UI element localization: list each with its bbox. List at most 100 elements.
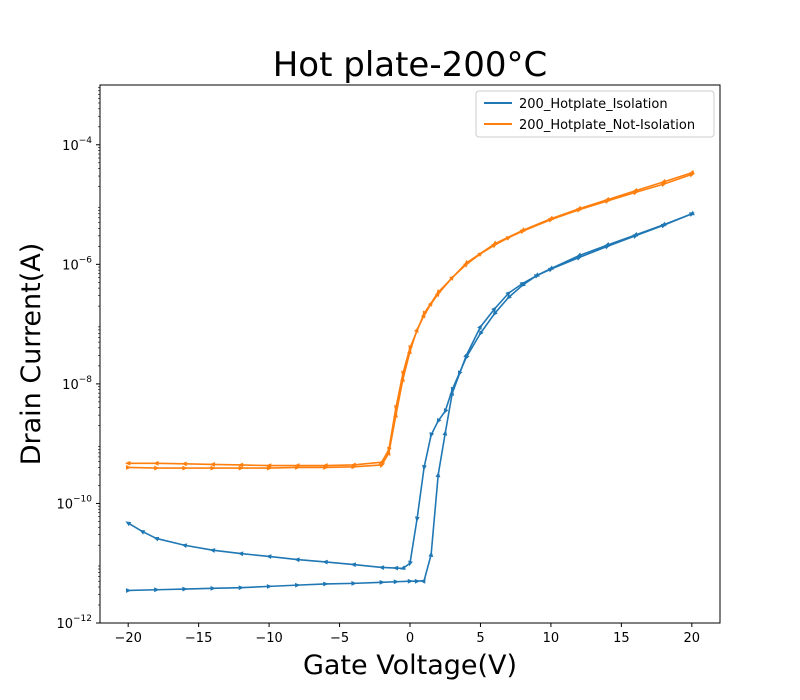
data-point [294,557,300,563]
data-point [505,290,512,297]
data-point [660,182,667,188]
chart-title: Hot plate-200°C [273,45,548,85]
data-point [237,551,244,557]
data-point [604,196,611,202]
data-point [323,581,329,587]
data-point [125,588,132,593]
data-point [422,464,427,471]
y-tick-label: 10−10 [56,494,92,512]
data-point [401,370,406,377]
data-point [414,578,421,584]
data-point [506,294,512,300]
data-point [181,543,188,549]
legend: 200_Hotplate_Isolation 200_Hotplate_Not-… [475,90,715,138]
data-point [548,265,554,270]
data-point [442,429,448,436]
data-point [435,471,441,478]
data-point [688,210,695,216]
series-layer [124,169,695,593]
data-point [238,465,245,471]
data-point [139,529,146,535]
x-tick-label: −20 [114,631,141,646]
data-point [491,306,497,313]
data-point [408,560,413,567]
data-point [660,178,667,184]
data-point [428,551,434,557]
legend-box [475,90,715,138]
x-axis-label: Gate Voltage(V) [303,650,517,681]
data-point [378,459,385,464]
data-point [322,463,328,468]
x-tick-label: −10 [255,631,282,646]
y-axis: 10−12 10−10 10−8 10−6 10−4 [56,87,100,632]
data-point [576,205,582,211]
data-point [429,432,435,438]
data-point [265,554,272,560]
x-tick-label: 10 [543,631,560,646]
x-tick-label: 5 [476,631,484,646]
data-point [378,463,385,469]
data-point [436,289,442,295]
data-point [378,565,385,571]
data-point [322,559,328,565]
legend-label-isolation: 200_Hotplate_Isolation [519,97,668,112]
data-point [154,465,160,471]
x-tick-label: 0 [406,631,414,646]
data-point [477,324,483,330]
data-point [379,579,386,585]
x-axis: −20 −15 −10 −5 0 5 10 15 20 [114,623,700,646]
data-point [125,465,132,470]
data-point [210,465,216,471]
series-200_Hotplate_Not-Isolation [124,169,695,471]
legend-label-not-isolation: 200_Hotplate_Not-Isolation [519,118,695,133]
data-point [393,405,399,411]
x-tick-label: 20 [684,631,701,646]
data-point [266,465,273,471]
data-point [422,310,428,317]
x-tick-label: −15 [185,631,212,646]
data-point [124,460,131,466]
data-point [350,462,356,468]
data-point [392,565,399,571]
data-point [420,577,426,584]
data-point [491,240,498,246]
data-point [209,462,215,467]
data-point [414,516,420,523]
data-point [237,462,244,468]
data-point [210,585,216,591]
data-point [154,587,160,593]
data-point [547,215,554,221]
data-point [294,582,301,588]
data-point [604,242,611,247]
data-point [519,227,526,232]
x-tick-label: −5 [330,631,349,646]
series-200_Hotplate_Isolation [125,210,695,593]
data-point [182,586,188,592]
data-point [153,536,160,542]
data-point [350,562,357,568]
data-point [265,463,272,469]
y-tick-label: 10−6 [62,255,92,273]
data-point [520,281,526,288]
data-point [393,579,400,585]
data-point [351,581,357,586]
data-point [294,463,300,468]
x-tick-label: 15 [613,631,630,646]
data-point [688,169,695,175]
data-point [492,310,498,317]
data-point [407,578,414,584]
data-point [534,272,540,278]
data-point [457,370,463,377]
y-tick-label: 10−12 [56,614,92,632]
data-point [408,345,413,351]
data-point [387,446,392,453]
y-tick-label: 10−4 [62,136,92,154]
data-point [238,585,245,591]
y-axis-label: Drain Current(A) [16,243,47,466]
data-point [125,521,132,527]
data-point [632,231,639,237]
data-point [209,548,216,553]
data-point [478,330,484,337]
data-point [576,252,583,257]
data-point [153,460,159,466]
